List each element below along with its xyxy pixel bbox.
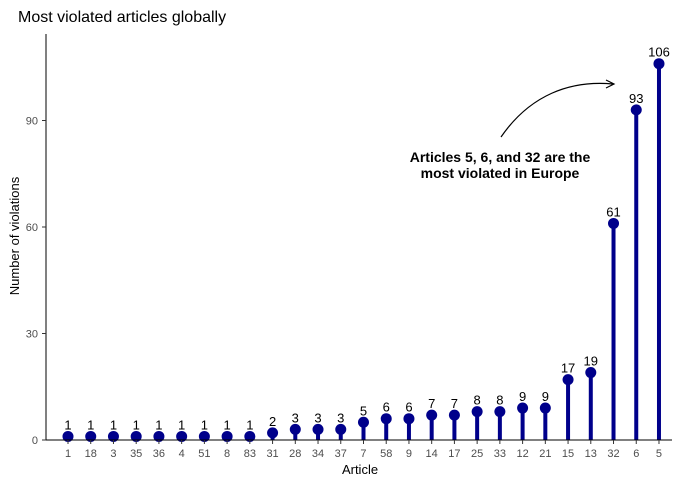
annotation-line-2: most violated in Europe	[421, 165, 580, 181]
y-tick-label: 60	[26, 222, 38, 234]
annotation-arrow	[500, 82, 614, 138]
x-tick-label: 37	[335, 448, 347, 460]
data-point	[630, 104, 642, 116]
x-tick-label: 17	[448, 448, 460, 460]
data-label: 2	[269, 414, 276, 429]
x-tick-label: 14	[426, 448, 438, 460]
data-point	[562, 374, 574, 386]
x-ticks: 1 18 3 35 36 4 51 8 83 31 28 34 37 7 58 9 14 17 25 33 12 21 15…	[65, 440, 662, 460]
data-point	[312, 423, 324, 435]
data-label: 1	[87, 417, 94, 432]
data-label: 1	[133, 417, 140, 432]
data-label: 6	[383, 400, 390, 415]
annotation-arrowhead	[605, 79, 616, 89]
data-point	[357, 416, 369, 428]
y-tick-label: 30	[26, 329, 38, 341]
x-tick-label: 8	[224, 448, 230, 460]
data-label: 1	[178, 417, 185, 432]
x-tick-label: 15	[562, 448, 574, 460]
data-point	[85, 430, 97, 442]
data-label: 9	[519, 389, 526, 404]
x-tick-label: 32	[607, 448, 619, 460]
data-point	[426, 409, 438, 421]
x-tick-label: 5	[656, 448, 662, 460]
data-label: 19	[584, 354, 598, 369]
data-label: 3	[337, 410, 344, 425]
y-axis-title: Number of violations	[7, 176, 22, 295]
data-point	[267, 427, 279, 439]
x-tick-label: 7	[360, 448, 366, 460]
data-label: 8	[474, 393, 481, 408]
data-label: 93	[629, 91, 643, 106]
data-label: 3	[292, 410, 299, 425]
y-tick-label: 90	[26, 116, 38, 128]
y-ticks: 0 30 60 90	[26, 116, 46, 447]
data-label: 1	[223, 417, 230, 432]
data-label: 3	[314, 410, 321, 425]
data-label: 1	[246, 417, 253, 432]
data-label: 1	[201, 417, 208, 432]
data-point	[130, 430, 142, 442]
data-point	[198, 430, 210, 442]
x-tick-label: 12	[516, 448, 528, 460]
data-label: 1	[110, 417, 117, 432]
data-point	[221, 430, 233, 442]
data-point	[62, 430, 74, 442]
data-point	[380, 413, 392, 425]
data-point	[107, 430, 119, 442]
data-label: 8	[496, 393, 503, 408]
data-point	[403, 413, 415, 425]
data-point	[153, 430, 165, 442]
data-label: 6	[405, 400, 412, 415]
x-tick-label: 21	[539, 448, 551, 460]
x-tick-label: 33	[494, 448, 506, 460]
data-point	[176, 430, 188, 442]
data-point	[539, 402, 551, 414]
data-point	[244, 430, 256, 442]
data-point	[585, 367, 597, 379]
data-point	[448, 409, 460, 421]
data-label: 5	[360, 403, 367, 418]
data-label: 7	[428, 396, 435, 411]
x-tick-label: 35	[130, 448, 142, 460]
data-label: 1	[155, 417, 162, 432]
x-tick-label: 4	[179, 448, 185, 460]
x-tick-label: 51	[198, 448, 210, 460]
data-label: 1	[64, 417, 71, 432]
chart-title: Most violated articles globally	[18, 9, 226, 26]
x-tick-label: 25	[471, 448, 483, 460]
data-label: 9	[542, 389, 549, 404]
data-point	[471, 406, 483, 418]
x-tick-label: 18	[85, 448, 97, 460]
x-tick-label: 3	[110, 448, 116, 460]
data-label: 7	[451, 396, 458, 411]
x-tick-label: 6	[633, 448, 639, 460]
x-tick-label: 13	[585, 448, 597, 460]
x-tick-label: 58	[380, 448, 392, 460]
data-point	[289, 423, 301, 435]
x-tick-label: 9	[406, 448, 412, 460]
y-tick-label: 0	[32, 435, 38, 447]
x-tick-label: 1	[65, 448, 71, 460]
data-point	[494, 406, 506, 418]
data-point	[517, 402, 529, 414]
x-tick-label: 28	[289, 448, 301, 460]
x-axis-title: Article	[342, 462, 378, 477]
x-tick-label: 83	[244, 448, 256, 460]
x-tick-label: 34	[312, 448, 324, 460]
data-label: 106	[648, 45, 670, 60]
data-point	[608, 217, 620, 229]
x-tick-label: 36	[153, 448, 165, 460]
annotation-line-1: Articles 5, 6, and 32 are the	[410, 149, 591, 165]
x-tick-label: 31	[266, 448, 278, 460]
data-label: 61	[606, 204, 620, 219]
points-layer	[62, 58, 665, 442]
data-label: 17	[561, 361, 575, 376]
data-point	[653, 58, 665, 70]
data-point	[335, 423, 347, 435]
